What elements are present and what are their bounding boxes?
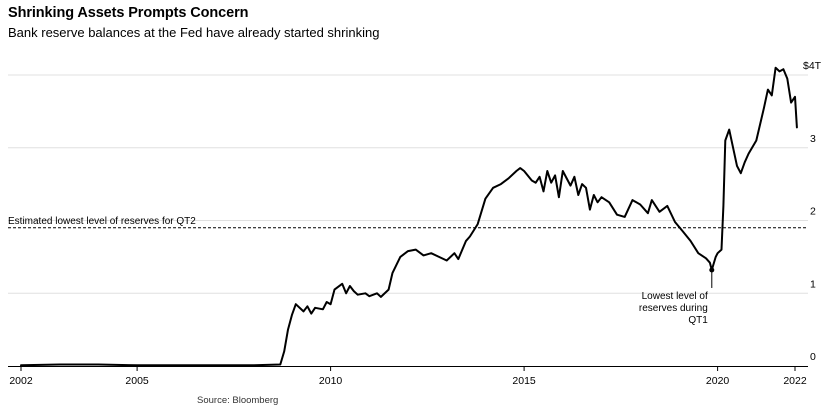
y-tick-label: 0 <box>810 351 816 363</box>
source-note: Source: Bloomberg <box>197 395 279 406</box>
x-tick-label: 2015 <box>512 375 536 387</box>
annotation-point <box>709 267 715 273</box>
chart-subtitle: Bank reserve balances at the Fed have al… <box>8 25 380 40</box>
y-tick-label: 2 <box>810 206 816 218</box>
x-tick-label: 2010 <box>319 375 343 387</box>
series-line <box>20 66 798 367</box>
x-tick-label: 2022 <box>783 375 807 387</box>
annotation-text: QT1 <box>688 315 708 326</box>
annotation-text: reserves during <box>639 303 708 314</box>
x-tick-label: 2020 <box>706 375 730 387</box>
annotation-text: Lowest level of <box>642 291 708 302</box>
y-tick-label: $4T <box>803 60 822 72</box>
reference-line-label: Estimated lowest level of reserves for Q… <box>8 216 196 227</box>
chart-title: Shrinking Assets Prompts Concern <box>8 5 249 21</box>
y-tick-label: 3 <box>810 133 816 145</box>
x-tick-label: 2002 <box>9 375 33 387</box>
x-tick-label: 2005 <box>125 375 149 387</box>
y-tick-label: 1 <box>810 278 816 290</box>
